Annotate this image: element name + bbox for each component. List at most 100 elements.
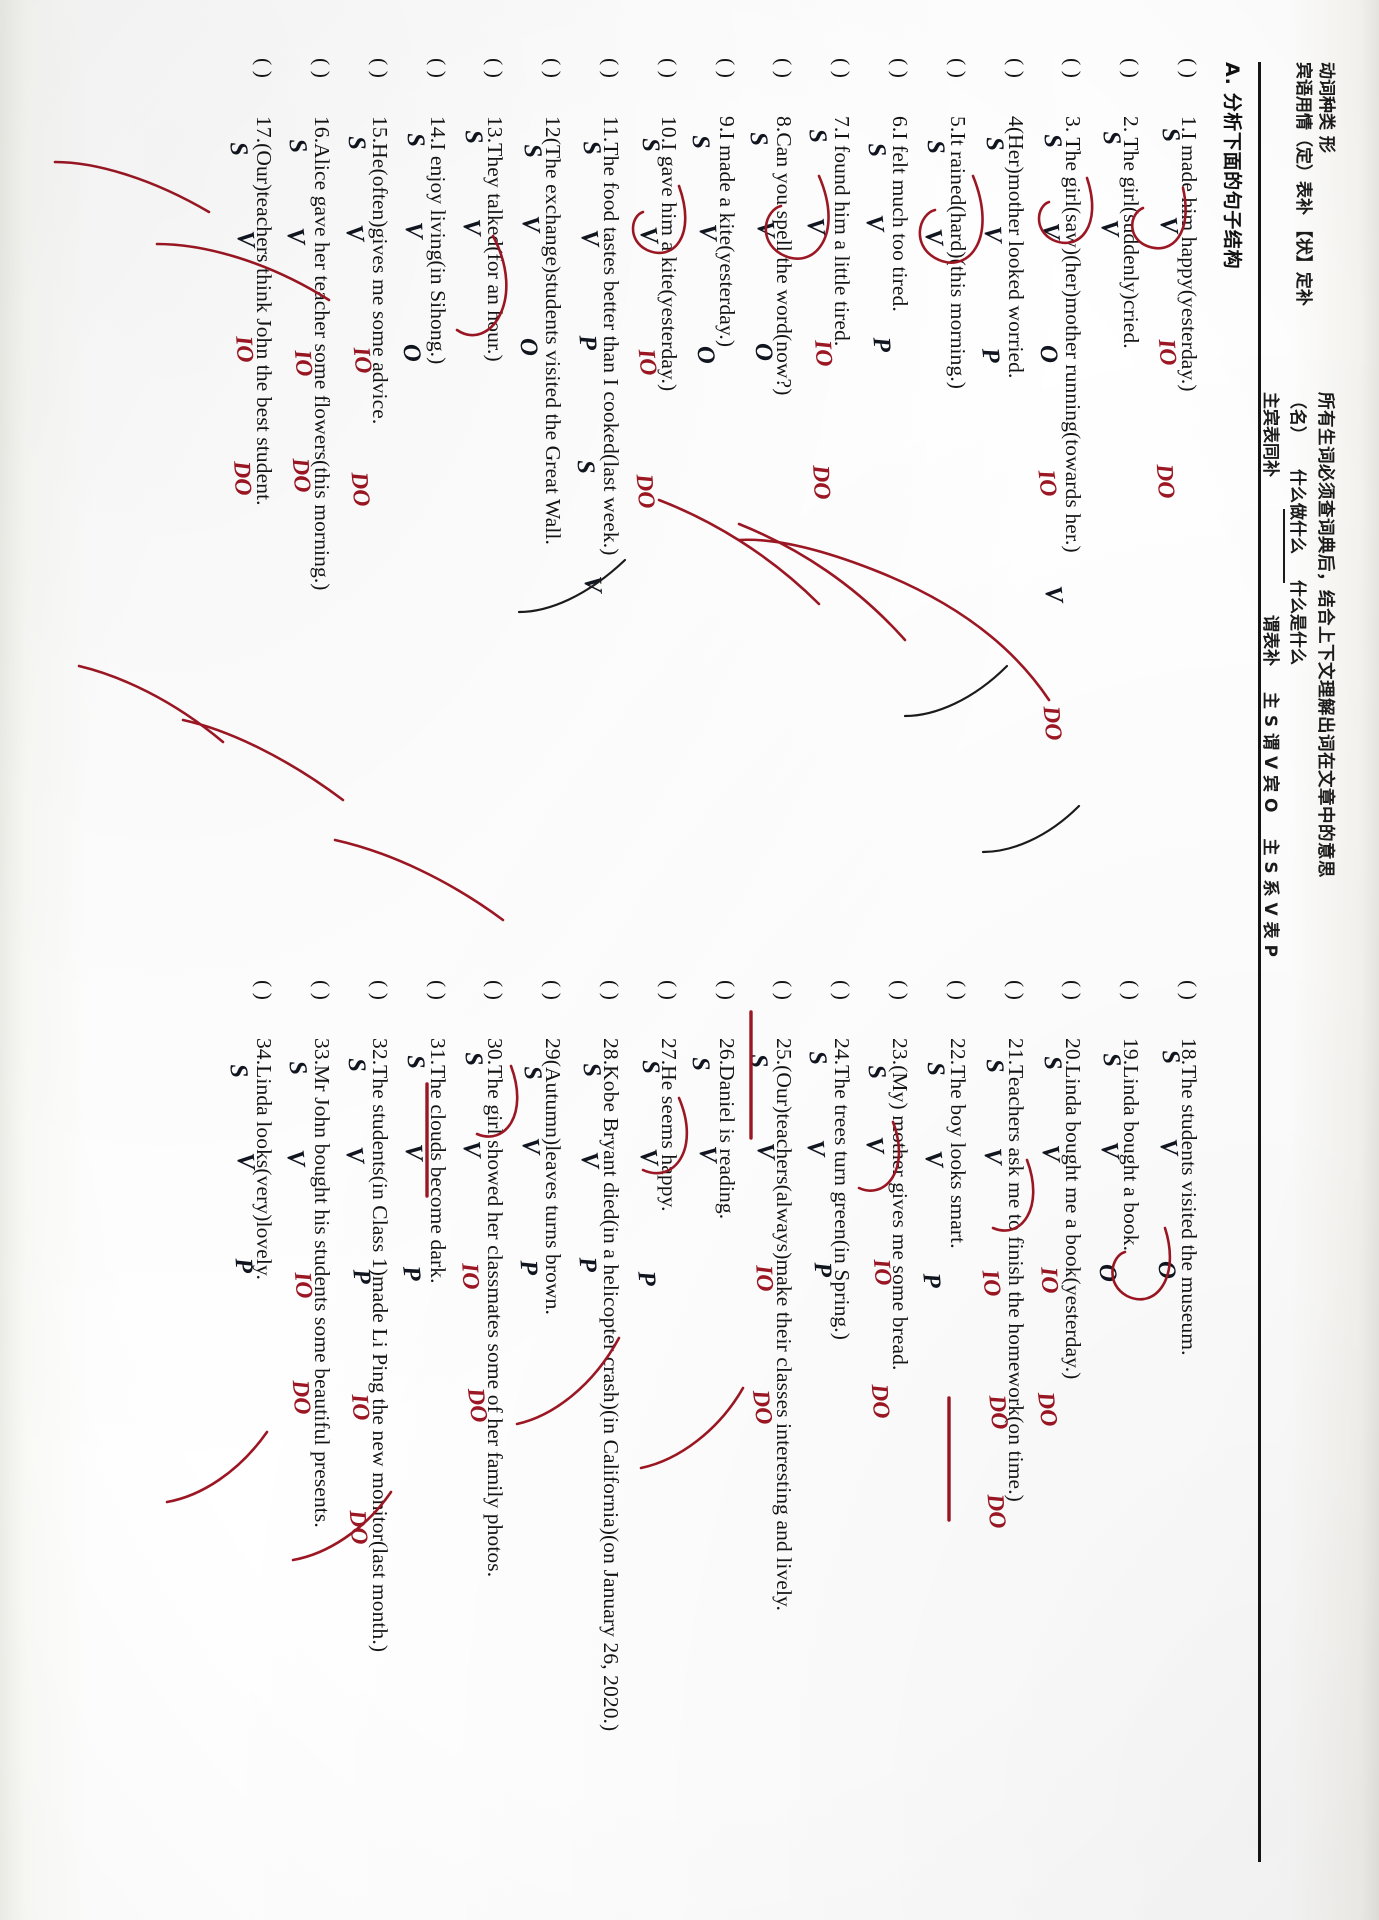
worksheet-item: ( )18.The students visited the museum. S V… (1152, 980, 1201, 1860)
item-sentence-text: 16.Alice gave her teacher some flowers(t… (310, 116, 335, 591)
item-answer-parenthesis[interactable]: ( ) (1003, 58, 1028, 78)
item-answer-parenthesis[interactable]: ( ) (425, 58, 450, 78)
item-answer-parenthesis[interactable]: ( ) (483, 58, 508, 78)
header-col-2: 谓表补 (1260, 615, 1280, 666)
item-sentence: ( ) 15.He(often)gives me some advice. (367, 58, 392, 938)
handwritten-constituent-label: IO (1035, 1266, 1064, 1295)
item-answer-parenthesis[interactable]: ( ) (483, 980, 508, 1000)
handwritten-constituent-label: V (801, 1138, 830, 1158)
item-sentence-text: 10.I gave him a kite(yesterday.) (656, 116, 681, 392)
item-sentence: ( ) 6.I felt much too tired. (887, 58, 912, 938)
item-answer-parenthesis[interactable]: ( ) (541, 980, 566, 1000)
handwritten-constituent-label: O (1034, 344, 1063, 364)
item-sentence: ( ) 10.I gave him a kite(yesterday.) (656, 58, 681, 938)
item-answer-parenthesis[interactable]: ( ) (1119, 58, 1144, 78)
item-answer-parenthesis[interactable]: ( ) (772, 980, 797, 1000)
item-answer-parenthesis[interactable]: ( ) (945, 58, 970, 78)
handwritten-constituent-label: V (860, 1135, 889, 1155)
worksheet-item: ( ) 32.The students(in Class 1)made Li Pi… (340, 980, 392, 1860)
item-answer-parenthesis[interactable]: ( ) (252, 58, 277, 78)
item-sentence-text: 31.The clouds become dark. (425, 1038, 450, 1284)
item-answer-parenthesis[interactable]: ( ) (888, 980, 913, 1000)
worksheet-item: ( )26.Daniel is reading. S V (686, 980, 739, 1860)
worksheet-item: ( )15.He(often)gives me some advice. S V IO… (340, 58, 392, 938)
item-sentence-text: 20.Linda bought me a book(yesterday.) (1061, 1038, 1086, 1380)
handwritten-constituent-label: S (803, 127, 832, 145)
item-answer-parenthesis[interactable]: ( ) (888, 58, 913, 78)
item-sentence-text: 22.The boy looks smart. (945, 1038, 970, 1249)
item-answer-parenthesis[interactable]: ( ) (830, 58, 855, 78)
item-answer-parenthesis[interactable]: ( ) (252, 980, 277, 1000)
item-answer-parenthesis[interactable]: ( ) (425, 980, 450, 1000)
handwritten-constituent-label: V (281, 1148, 310, 1168)
item-answer-parenthesis[interactable]: ( ) (714, 58, 739, 78)
item-sentence-text: 18.The students visited the museum. (1177, 1038, 1201, 1356)
item-answer-parenthesis[interactable]: ( ) (541, 58, 566, 78)
header-instruction-block: 所有生词必须查词典后，结合上下文理解出词在文章中的意思 （名） 什么做什么 什么… (1260, 392, 1339, 1862)
handwritten-constituent-label: S (283, 1059, 312, 1077)
item-answer-parenthesis[interactable]: ( ) (599, 58, 624, 78)
header-divider-rule (1283, 509, 1285, 583)
header-col-3: 什么做什么 (1287, 469, 1307, 554)
item-sentence: ( ) 8.Can you spell the word(now?) (771, 58, 796, 938)
item-sentence-text: 28.Kobe Bryant died(in a helicopter cras… (599, 1038, 624, 1732)
item-answer-parenthesis[interactable]: ( ) (1177, 980, 1201, 1000)
item-answer-parenthesis[interactable]: ( ) (1003, 980, 1028, 1000)
item-sentence: ( ) 3. The girl(saw)(her)mother running(t… (1060, 58, 1085, 938)
item-sentence: ( ) 28.Kobe Bryant died(in a helicopter c… (598, 980, 623, 1860)
item-answer-parenthesis[interactable]: ( ) (714, 980, 739, 1000)
worksheet-item: ( )19.Linda bought a book. S V O (1094, 980, 1144, 1860)
item-sentence-text: 8.Can you spell the word(now?) (772, 116, 797, 396)
header-left-line-1: 动词种类 形 (1316, 62, 1336, 153)
handwritten-constituent-label: V (860, 213, 889, 233)
item-answer-parenthesis[interactable]: ( ) (1061, 58, 1086, 78)
item-answer-parenthesis[interactable]: ( ) (367, 980, 392, 1000)
header-col-6: 主 S 系 V 表 P (1260, 838, 1280, 957)
item-sentence-text: 14.I enjoy living(in Sihong.) (425, 116, 450, 365)
item-answer-parenthesis[interactable]: ( ) (310, 58, 335, 78)
item-sentence: ( ) 7.I found him a little tired. (829, 58, 854, 938)
item-answer-parenthesis[interactable]: ( ) (310, 980, 335, 1000)
handwritten-constituent-label: S (744, 131, 773, 148)
item-sentence-text: 19.Linda bought a book. (1119, 1038, 1144, 1252)
item-answer-parenthesis[interactable]: ( ) (656, 58, 681, 78)
handwritten-constituent-label: DO (630, 473, 660, 510)
header-col-4: 主 S 谓 V 宾 O (1260, 692, 1280, 813)
item-answer-parenthesis[interactable]: ( ) (1061, 980, 1086, 1000)
handwritten-constituent-label: V (399, 220, 428, 239)
header-col-0: （名） (1287, 392, 1307, 443)
worksheet-item: ( )4(Her)mother looked worried. S V P (976, 58, 1028, 938)
item-sentence: ( ) 20.Linda bought me a book(yesterday.) (1060, 980, 1085, 1860)
handwritten-constituent-label: S (686, 1056, 715, 1073)
item-sentence: ( ) 31.The clouds become dark. (425, 980, 450, 1860)
item-answer-parenthesis[interactable]: ( ) (772, 58, 797, 78)
item-answer-parenthesis[interactable]: ( ) (656, 980, 681, 1000)
item-answer-parenthesis[interactable]: ( ) (830, 980, 855, 1000)
item-sentence-text: 9.I made a kite(yesterday.) (714, 116, 739, 348)
item-answer-parenthesis[interactable]: ( ) (1177, 58, 1201, 78)
item-sentence: ( ) 33.Mr John bought his students some b… (309, 980, 334, 1860)
item-answer-parenthesis[interactable]: ( ) (945, 980, 970, 1000)
worksheet-item: ( ) 28.Kobe Bryant died(in a helicopter c… (573, 980, 623, 1860)
item-sentence: ( ) 34.Linda looks(very)lovely. (251, 980, 276, 1860)
item-sentence: ( ) 16.Alice gave her teacher some flower… (309, 58, 334, 938)
handwritten-constituent-label: V (918, 1148, 948, 1169)
handwritten-constituent-label: V (339, 1144, 369, 1165)
handwritten-constituent-label: P (975, 346, 1005, 365)
item-answer-parenthesis[interactable]: ( ) (1119, 980, 1144, 1000)
worksheet-item: ( )2. The girl(suddenly)cried. S V (1096, 58, 1144, 938)
item-sentence: ( ) 4(Her)mother looked worried. (1003, 58, 1028, 938)
section-a-label: A. 分析下面的句子结构 (1221, 62, 1243, 270)
item-sentence: ( ) 30.The girl showed her classmates som… (482, 980, 507, 1860)
worksheet-item: ( )31.The clouds become dark. S V P (397, 980, 450, 1860)
item-answer-parenthesis[interactable]: ( ) (599, 980, 624, 1000)
handwritten-constituent-label: DO (1032, 1390, 1063, 1429)
worksheet-item: ( ) 21.Teachers ask me to finish the home… (976, 980, 1028, 1860)
header-column-headers-2: 主宾表同补 谓表补 主 S 谓 V 宾 O 主 S 系 V 表 P (1260, 392, 1285, 1862)
header-column-headers: （名） 什么做什么 什么是什么 (1287, 392, 1312, 1862)
item-sentence-text: 17.(Our)teachers think John the best stu… (252, 116, 277, 506)
item-sentence-text: 26.Daniel is reading. (714, 1038, 739, 1220)
item-answer-parenthesis[interactable]: ( ) (367, 58, 392, 78)
handwritten-constituent-label: S (571, 459, 600, 476)
